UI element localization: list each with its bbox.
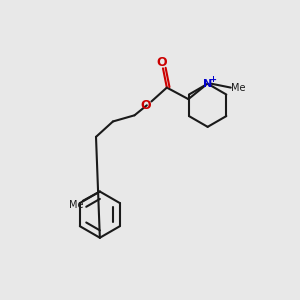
Text: Me: Me xyxy=(231,82,246,93)
Text: +: + xyxy=(209,75,217,84)
Text: N: N xyxy=(203,79,212,89)
Text: O: O xyxy=(156,56,167,69)
Text: O: O xyxy=(140,99,151,112)
Text: Me: Me xyxy=(70,200,84,210)
